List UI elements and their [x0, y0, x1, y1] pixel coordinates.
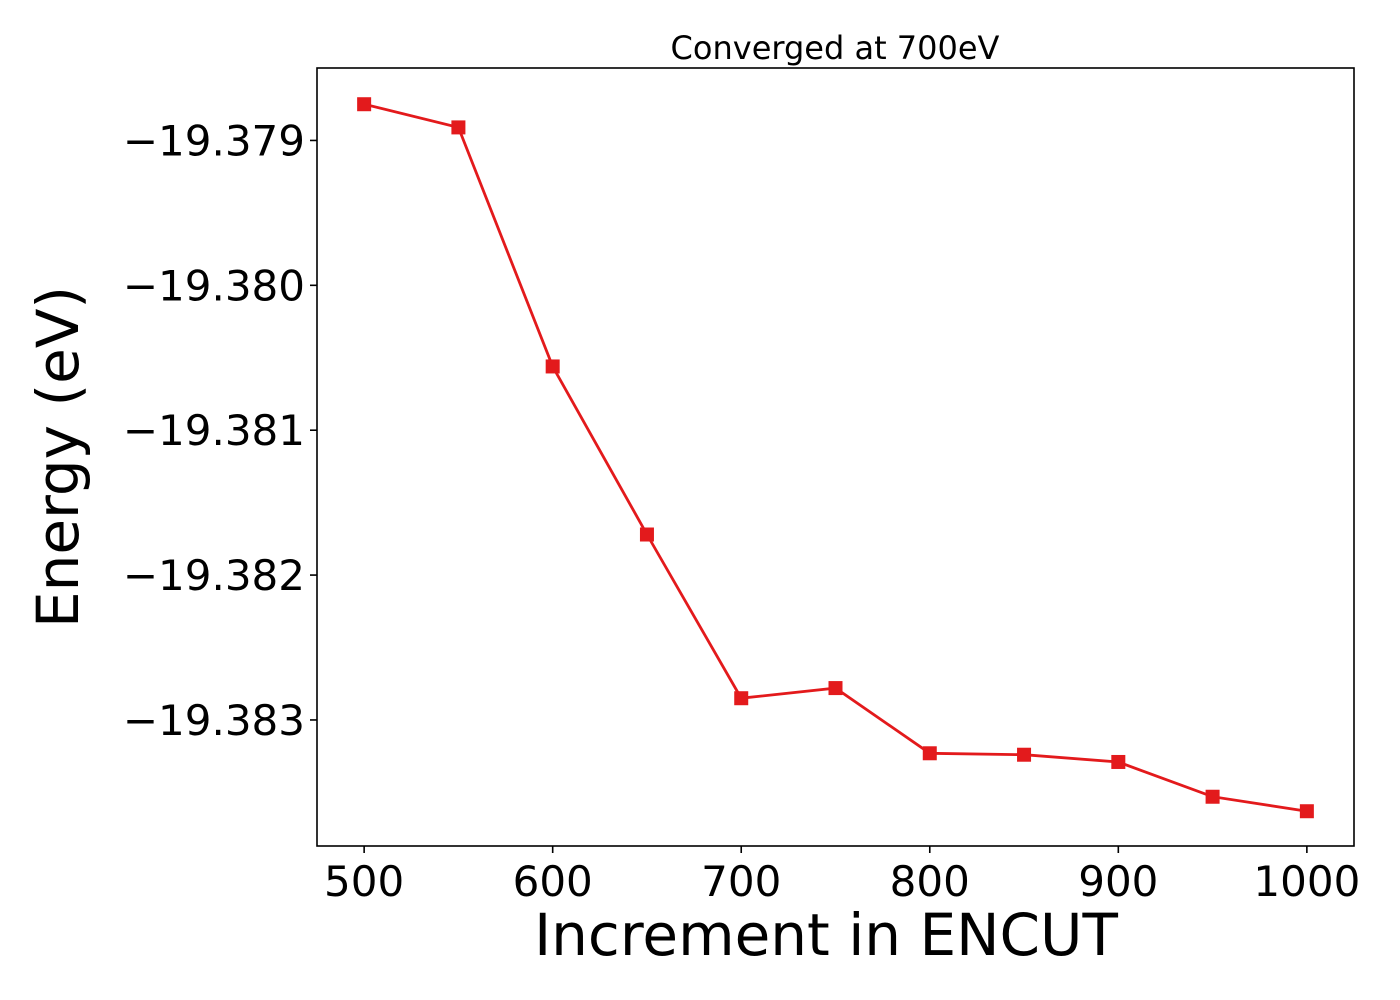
y-tick-label: −19.382: [123, 551, 305, 600]
x-axis-ticks: 500 600 700 800 900 1000: [324, 846, 1360, 906]
plot-frame: [316, 67, 1355, 847]
x-tick-label: 700: [701, 857, 781, 906]
y-tick-label: −19.383: [123, 696, 305, 745]
x-tick-label: 800: [890, 857, 970, 906]
data-point-marker: [1017, 747, 1032, 762]
y-axis-label: Energy (eV): [24, 286, 92, 628]
data-point-marker: [734, 691, 749, 706]
x-tick-label: 1000: [1253, 857, 1360, 906]
series-line: [363, 102, 1308, 813]
data-point-marker: [922, 746, 937, 761]
data-point-marker: [639, 527, 654, 542]
x-tick-label: 500: [324, 857, 404, 906]
data-point-marker: [545, 359, 560, 374]
chart-title: Converged at 700eV: [671, 29, 1000, 67]
data-point-marker: [828, 681, 843, 696]
data-point-marker: [451, 120, 466, 135]
y-tick-label: −19.381: [123, 406, 305, 455]
series-layer: [357, 97, 1314, 819]
x-axis-label: Increment in ENCUT: [534, 901, 1118, 969]
data-point-marker: [1299, 804, 1314, 819]
x-tick-label: 900: [1078, 857, 1158, 906]
y-tick-label: −19.380: [123, 261, 305, 310]
data-point-marker: [1205, 789, 1220, 804]
x-tick-label: 600: [513, 857, 593, 906]
y-tick-label: −19.379: [123, 116, 305, 165]
data-point-marker: [1111, 754, 1126, 769]
data-point-marker: [357, 97, 372, 112]
y-axis-ticks: −19.379 −19.380 −19.381 −19.382 −19.383: [123, 116, 317, 745]
